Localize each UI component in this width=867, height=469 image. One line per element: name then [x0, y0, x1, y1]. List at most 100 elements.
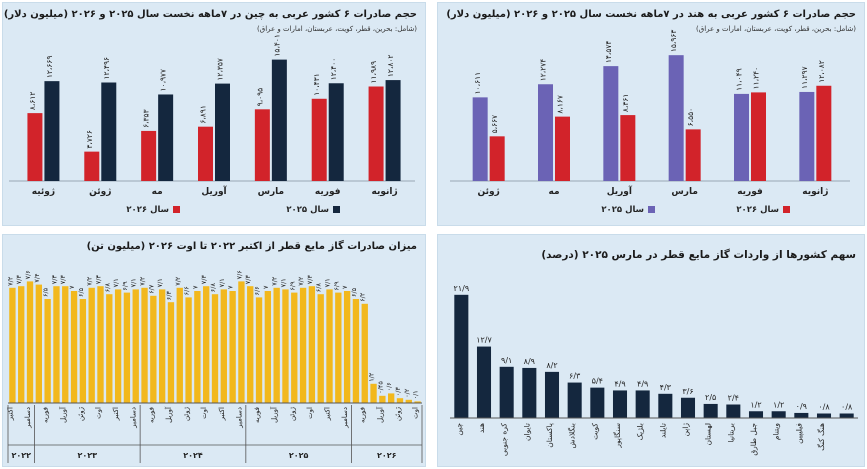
lng-value-label: ۰/۳: [394, 387, 402, 397]
share-bar: [476, 346, 492, 418]
lng-value-label: ۷/۲: [297, 276, 305, 286]
lng-value-label: ۶/۲: [359, 292, 367, 302]
lng-bar: [299, 287, 307, 403]
lng-value-label: ۷: [341, 285, 349, 289]
share-bar: [816, 413, 832, 418]
lng-bar: [379, 395, 386, 403]
china-x-label: ژانویه: [372, 187, 398, 197]
india-bar: [734, 93, 749, 181]
china-value-label: ۱۲،۸۰۲: [386, 55, 395, 78]
lng-bar: [26, 281, 34, 403]
lng-bar: [18, 286, 25, 403]
china-bar: [198, 126, 213, 181]
india-value-label: ۱۱،۲۹۷: [800, 66, 809, 89]
share-country-label: بنگلادش: [568, 423, 577, 448]
share-country-label: هنگ کنگ: [817, 423, 826, 451]
lng-month-label: فوریه: [147, 407, 155, 423]
lng-month-label: اوت: [94, 407, 102, 419]
india-value-label: ۱۰،۶۱۱: [473, 72, 482, 95]
lng-value-label: ۶/۸: [103, 283, 111, 293]
india-value-label: ۸،۳۶۱: [621, 94, 630, 113]
lng-value-label: ۷/۲: [174, 276, 182, 286]
china-legend-swatch: [333, 206, 340, 213]
lng-value-label: ۶/۸: [209, 283, 217, 293]
share-bar: [794, 412, 809, 418]
india-bar: [620, 115, 636, 181]
lng-bar: [264, 291, 272, 403]
lng-month-label: ژوئن: [288, 406, 296, 421]
india-bar: [816, 85, 832, 181]
qatar-lng-exports-chart: ۷/۲ ۷/۳۷/۶ ۷/۴۶/۵۷/۳ ۷/۳۷۶/۵۷/۲ ۷/۳۶/۸۷/۱ ۶/۹…: [6, 270, 423, 463]
lng-exports-title: میزان صادرات گاز مایع قطر از اکتبر ۲۰۲۲ …: [86, 241, 417, 252]
lng-bar: [211, 294, 219, 403]
lng-bar: [88, 287, 95, 403]
lng-value-label: ۱/۲: [368, 372, 376, 382]
india-chart-subtitle: (شامل: بحرین، قطر، کویت، عربستان، امارات…: [696, 25, 856, 33]
china-value-label: ۱۵،۴۰۱: [272, 34, 281, 57]
lng-value-label: ۶/۸: [315, 283, 323, 293]
china-x-label: مارس: [258, 187, 285, 197]
india-x-label: ژوئن: [478, 187, 500, 197]
lng-month-label: فوریه: [359, 407, 367, 423]
china-bar: [84, 151, 100, 181]
lng-value-label: ۷/۳: [306, 275, 314, 285]
lng-import-share-panel: سهم کشورها از واردات گاز مایع قطر در مار…: [437, 234, 865, 467]
china-x-label: مه: [152, 187, 163, 197]
india-x-label: مه: [548, 187, 559, 197]
share-value-label: ۴/۹: [614, 379, 625, 388]
lng-month-label: اوت: [412, 407, 420, 419]
china-value-label: ۱۱،۹۸۹: [369, 61, 378, 84]
lng-value-label: ۷/۳: [200, 275, 208, 285]
lng-value-label: ۰/۴۵: [376, 381, 384, 394]
lng-year-label: ۲۰۲۵: [289, 451, 309, 460]
china-bar: [27, 113, 43, 181]
lng-bar: [273, 287, 280, 403]
lng-bar: [35, 284, 43, 403]
china-value-label: ۱۰،۴۳۱: [312, 73, 321, 96]
india-exports-chart: ۱۱،۲۹۷ ۱۲،۰۸۲ ژانویه ۱۱،۰۴۹ ۱۱،۲۴۰ فوریه ۱۵،۹۶…: [450, 30, 850, 215]
lng-value-label: ۷/۶: [235, 270, 243, 279]
lng-bar: [194, 291, 201, 403]
india-value-label: ۱۱،۰۴۹: [735, 68, 744, 91]
share-value-label: ۰/۸: [818, 403, 830, 412]
share-bar: [658, 393, 673, 418]
india-exports-panel: حجم صادرات ۶ کشور عربی به هند در ۷ماهه ن…: [437, 2, 865, 226]
lng-bar: [282, 289, 289, 403]
china-bar: [158, 94, 174, 181]
lng-month-label: آوریل: [270, 406, 279, 423]
lng-bar: [141, 287, 148, 403]
lng-bar: [185, 297, 192, 403]
share-value-label: ۴/۹: [637, 379, 648, 388]
lng-bar: [308, 286, 316, 403]
lng-bar: [44, 299, 51, 403]
share-country-label: تایوان: [522, 423, 531, 441]
share-value-label: ۱/۲: [773, 400, 784, 409]
china-bar: [254, 109, 270, 181]
lng-bar: [291, 292, 298, 403]
share-value-label: ۵/۴: [592, 377, 603, 386]
lng-value-label: ۷/۶: [24, 270, 32, 279]
share-bar: [726, 404, 741, 418]
lng-bar: [53, 286, 60, 403]
lng-year-label: ۲۰۲۶: [377, 451, 397, 460]
india-chart-title: حجم صادرات ۶ کشور عربی به هند در ۷ماهه ن…: [446, 9, 856, 20]
india-bar: [555, 116, 570, 181]
lng-month-label: دسامبر: [24, 407, 32, 429]
lng-bar: [79, 299, 87, 403]
lng-value-label: ۷/۳: [94, 275, 102, 285]
china-value-label: ۹،۰۹۵: [255, 88, 264, 107]
china-value-label: ۱۲،۶۶۹: [45, 56, 54, 79]
india-x-label: ژانویه: [802, 187, 828, 197]
china-value-label: ۶،۳۵۳: [142, 109, 151, 128]
lng-bar: [106, 294, 113, 403]
india-value-label: ۵،۶۶۷: [490, 115, 499, 134]
lng-bar: [343, 291, 351, 403]
lng-bar: [203, 286, 210, 403]
china-value-label: ۸،۶۱۲: [28, 92, 37, 111]
lng-bar: [396, 398, 404, 403]
share-bar: [567, 382, 582, 418]
lng-value-label: ۶/۵: [350, 287, 358, 297]
share-value-label: ۰/۸: [841, 403, 853, 412]
lng-value-label: ۶/۳: [165, 291, 173, 301]
share-value-label: ۸/۹: [524, 357, 535, 366]
